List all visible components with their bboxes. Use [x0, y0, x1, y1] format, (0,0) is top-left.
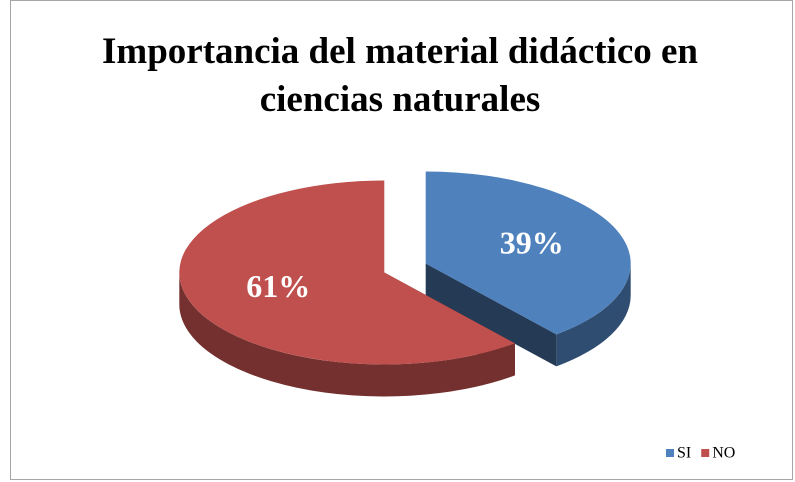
chart-title: Importancia del material didáctico en ci… [101, 31, 699, 120]
data-label: 61% [246, 268, 310, 304]
legend-swatch [666, 449, 674, 457]
slice-side [556, 263, 631, 367]
data-label: 39% [500, 225, 564, 261]
slice [425, 171, 631, 335]
chart-frame [10, 0, 793, 480]
slice-side [179, 272, 515, 397]
legend-label: NO [712, 445, 735, 462]
legend-label: SI [677, 445, 691, 462]
legend-swatch [701, 449, 710, 457]
slice [179, 180, 515, 365]
slice-wall [425, 263, 557, 367]
